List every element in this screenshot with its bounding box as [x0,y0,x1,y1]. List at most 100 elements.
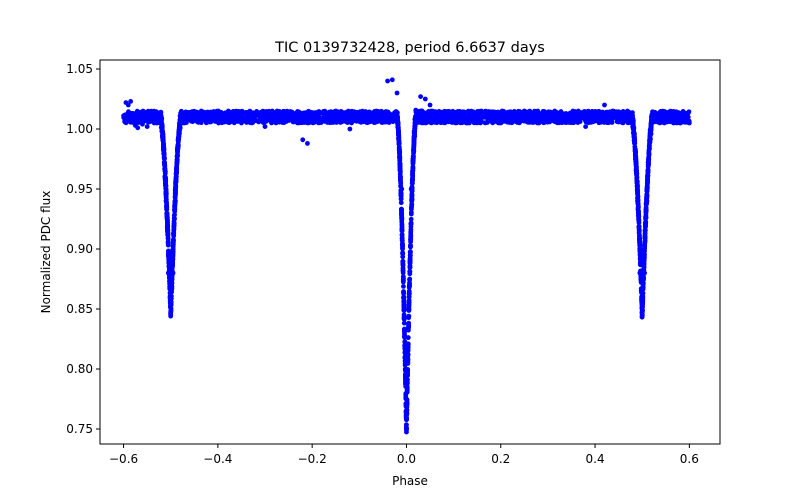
data-point [637,247,643,253]
data-point [451,111,457,116]
data-point [637,260,643,266]
data-point [351,109,356,115]
data-point [630,120,636,126]
data-point [639,312,645,318]
data-point [162,165,168,171]
data-point [166,259,172,265]
data-point [556,120,562,126]
data-point [685,114,691,120]
data-point [583,124,589,129]
data-point [134,108,140,114]
data-point [422,96,428,102]
data-point [164,207,170,212]
data-point [170,243,176,249]
data-point [677,120,683,126]
data-point [366,109,372,115]
data-point [582,117,588,123]
data-point [558,113,563,119]
data-point [397,156,403,161]
data-point [258,115,264,121]
data-point [536,119,542,125]
x-axis: −0.6 −0.4 −0.2 0.0 0.2 0.4 0.6 [109,444,699,466]
data-point [636,227,642,233]
data-point [169,261,175,267]
data-point [409,181,415,186]
data-point [486,116,492,122]
data-point [406,288,412,294]
data-point [400,279,406,285]
data-point [161,156,167,162]
data-point [194,111,200,117]
data-point [407,249,413,254]
data-point [172,191,178,197]
data-point [239,111,244,117]
data-point [639,305,645,310]
data-point [174,166,179,171]
data-point [165,270,171,276]
data-point [184,110,190,116]
data-point [410,169,415,174]
data-point [644,182,650,188]
data-point [635,207,641,212]
data-point [567,120,573,125]
data-point [461,119,466,125]
data-point [201,111,207,117]
data-point [301,110,306,116]
data-point [623,118,629,124]
data-point [663,117,669,122]
data-point [396,141,402,147]
data-point [632,144,638,150]
data-point [404,407,410,413]
data-point [437,119,443,125]
data-point [345,108,351,114]
data-point [649,114,655,120]
data-point [277,117,282,123]
data-points [121,77,692,435]
x-tick-label: −0.2 [298,452,327,466]
y-axis: 0.75 0.80 0.85 0.90 0.95 1.00 1.05 [66,62,100,436]
data-point [234,110,240,116]
data-point [165,236,171,242]
data-point [401,306,407,312]
data-point [594,112,600,118]
y-tick-label: 0.75 [66,422,93,436]
x-tick-label: −0.6 [109,452,138,466]
data-point [404,388,410,393]
data-point [144,124,150,129]
data-point [173,179,179,185]
data-point [528,119,534,125]
data-point [394,90,400,96]
data-point [406,294,412,300]
data-point [396,128,401,134]
data-point [647,131,653,137]
data-point [404,397,410,403]
data-point [586,120,591,126]
data-point [331,115,337,120]
data-point [410,172,415,178]
data-point [247,111,253,117]
data-point [168,293,174,299]
data-point [170,254,176,260]
data-point [405,373,410,379]
data-point [406,313,412,319]
data-point [401,299,407,305]
data-point [215,119,221,125]
data-point [592,117,598,122]
data-point [173,198,178,204]
data-point [174,157,180,163]
x-axis-label: Phase [392,474,428,488]
data-point [401,316,407,322]
data-point [394,119,400,125]
data-point [455,111,461,116]
data-point [315,119,320,124]
data-point [135,125,141,131]
data-point [401,320,407,326]
data-point [160,136,166,142]
data-point [585,112,590,118]
data-point [408,216,414,222]
data-point [400,251,406,256]
data-point [428,116,434,122]
data-point [637,270,643,276]
data-point [413,114,419,120]
data-point [401,291,407,296]
